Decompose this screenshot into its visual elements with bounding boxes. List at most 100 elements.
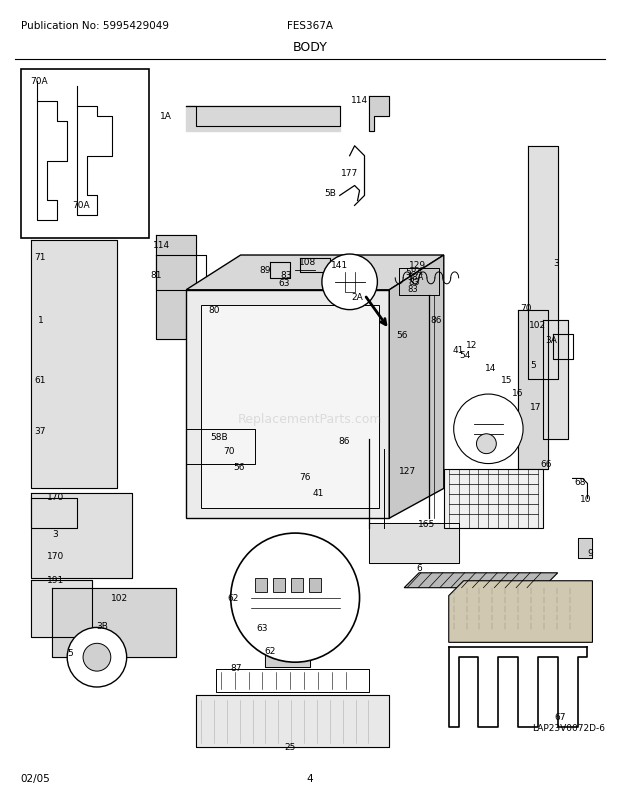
- Polygon shape: [370, 524, 459, 563]
- Polygon shape: [265, 655, 310, 667]
- Text: 83: 83: [409, 278, 420, 287]
- Text: 3A: 3A: [545, 335, 557, 345]
- Text: 41: 41: [453, 346, 464, 354]
- Polygon shape: [444, 469, 543, 529]
- Text: 16: 16: [512, 388, 524, 397]
- Text: 80: 80: [208, 306, 219, 314]
- Polygon shape: [30, 494, 131, 578]
- Text: 76: 76: [299, 472, 311, 481]
- Text: 86: 86: [430, 316, 441, 325]
- Text: 141: 141: [331, 261, 348, 270]
- Text: 10: 10: [580, 494, 591, 503]
- Polygon shape: [196, 695, 389, 747]
- Circle shape: [322, 255, 378, 310]
- Polygon shape: [156, 236, 196, 340]
- FancyBboxPatch shape: [309, 578, 321, 592]
- Text: 114: 114: [351, 95, 368, 104]
- Text: 3: 3: [553, 259, 559, 268]
- Polygon shape: [186, 107, 340, 132]
- FancyBboxPatch shape: [273, 578, 285, 592]
- Text: 56: 56: [233, 463, 244, 472]
- Text: 127: 127: [399, 467, 415, 476]
- Text: 191: 191: [46, 576, 64, 585]
- Polygon shape: [578, 538, 593, 558]
- Text: 66: 66: [540, 460, 552, 468]
- Text: 25: 25: [285, 742, 296, 751]
- Text: 177: 177: [341, 169, 358, 178]
- FancyBboxPatch shape: [20, 71, 149, 239]
- Text: 5: 5: [68, 648, 73, 657]
- Text: 70: 70: [223, 447, 234, 456]
- Text: 56: 56: [396, 330, 408, 339]
- Polygon shape: [518, 310, 548, 469]
- Text: 58A: 58A: [405, 268, 423, 277]
- Circle shape: [83, 643, 111, 671]
- Text: 129: 129: [409, 261, 425, 270]
- Text: 83: 83: [280, 271, 292, 280]
- Text: 58A: 58A: [407, 273, 423, 282]
- Circle shape: [454, 395, 523, 464]
- Circle shape: [67, 628, 126, 687]
- Text: 114: 114: [153, 241, 170, 249]
- Text: 63: 63: [257, 623, 268, 632]
- Text: 108: 108: [299, 258, 317, 267]
- Text: 89: 89: [260, 266, 271, 275]
- Polygon shape: [30, 580, 92, 638]
- Text: 12: 12: [466, 341, 477, 350]
- Text: BODY: BODY: [293, 40, 327, 54]
- Text: 58B: 58B: [210, 433, 228, 442]
- Text: 71: 71: [35, 253, 46, 262]
- Text: 2A: 2A: [352, 293, 363, 302]
- Polygon shape: [370, 97, 389, 132]
- Text: 37: 37: [35, 427, 46, 435]
- FancyBboxPatch shape: [255, 578, 267, 592]
- Text: 6: 6: [416, 564, 422, 573]
- Text: 86: 86: [338, 436, 350, 446]
- Text: 15: 15: [500, 375, 512, 384]
- Circle shape: [477, 434, 497, 454]
- Text: 41: 41: [312, 488, 324, 497]
- Polygon shape: [528, 147, 558, 379]
- FancyBboxPatch shape: [291, 578, 303, 592]
- Polygon shape: [186, 290, 389, 519]
- Text: 54: 54: [459, 350, 471, 359]
- Text: 102: 102: [529, 321, 546, 330]
- Text: 17: 17: [530, 403, 542, 412]
- Text: 1: 1: [38, 316, 43, 325]
- Text: 170: 170: [46, 492, 64, 501]
- Text: 62: 62: [265, 646, 276, 655]
- Text: 165: 165: [418, 519, 436, 528]
- Text: 170: 170: [46, 552, 64, 561]
- Text: 4: 4: [307, 773, 313, 784]
- Text: 68: 68: [575, 477, 587, 486]
- Text: 62: 62: [227, 593, 238, 602]
- Text: 102: 102: [111, 593, 128, 602]
- Text: LAP23V0072D-6: LAP23V0072D-6: [533, 723, 605, 731]
- Text: 02/05: 02/05: [20, 773, 50, 784]
- Polygon shape: [449, 581, 593, 642]
- Text: 67: 67: [554, 712, 565, 721]
- Polygon shape: [186, 256, 444, 290]
- Polygon shape: [389, 256, 444, 519]
- Text: ReplacementParts.com: ReplacementParts.com: [237, 413, 383, 426]
- Text: 70A: 70A: [30, 77, 48, 86]
- Polygon shape: [30, 241, 117, 488]
- Text: 63: 63: [278, 279, 290, 288]
- Polygon shape: [52, 588, 176, 658]
- Text: 70A: 70A: [72, 201, 90, 210]
- Text: 5: 5: [530, 360, 536, 369]
- Text: 70: 70: [520, 304, 532, 313]
- Text: 81: 81: [151, 271, 162, 280]
- Text: Publication No: 5995429049: Publication No: 5995429049: [20, 21, 169, 30]
- Circle shape: [231, 533, 360, 662]
- Polygon shape: [543, 320, 568, 439]
- Text: 3: 3: [53, 529, 58, 538]
- Polygon shape: [201, 306, 379, 508]
- Text: 87: 87: [230, 662, 241, 672]
- Text: FES367A: FES367A: [287, 21, 333, 30]
- Text: 9: 9: [588, 549, 593, 557]
- Text: 5B: 5B: [324, 188, 336, 198]
- Text: 3B: 3B: [96, 622, 108, 630]
- Text: 1A: 1A: [161, 112, 172, 121]
- Text: 61: 61: [35, 375, 46, 384]
